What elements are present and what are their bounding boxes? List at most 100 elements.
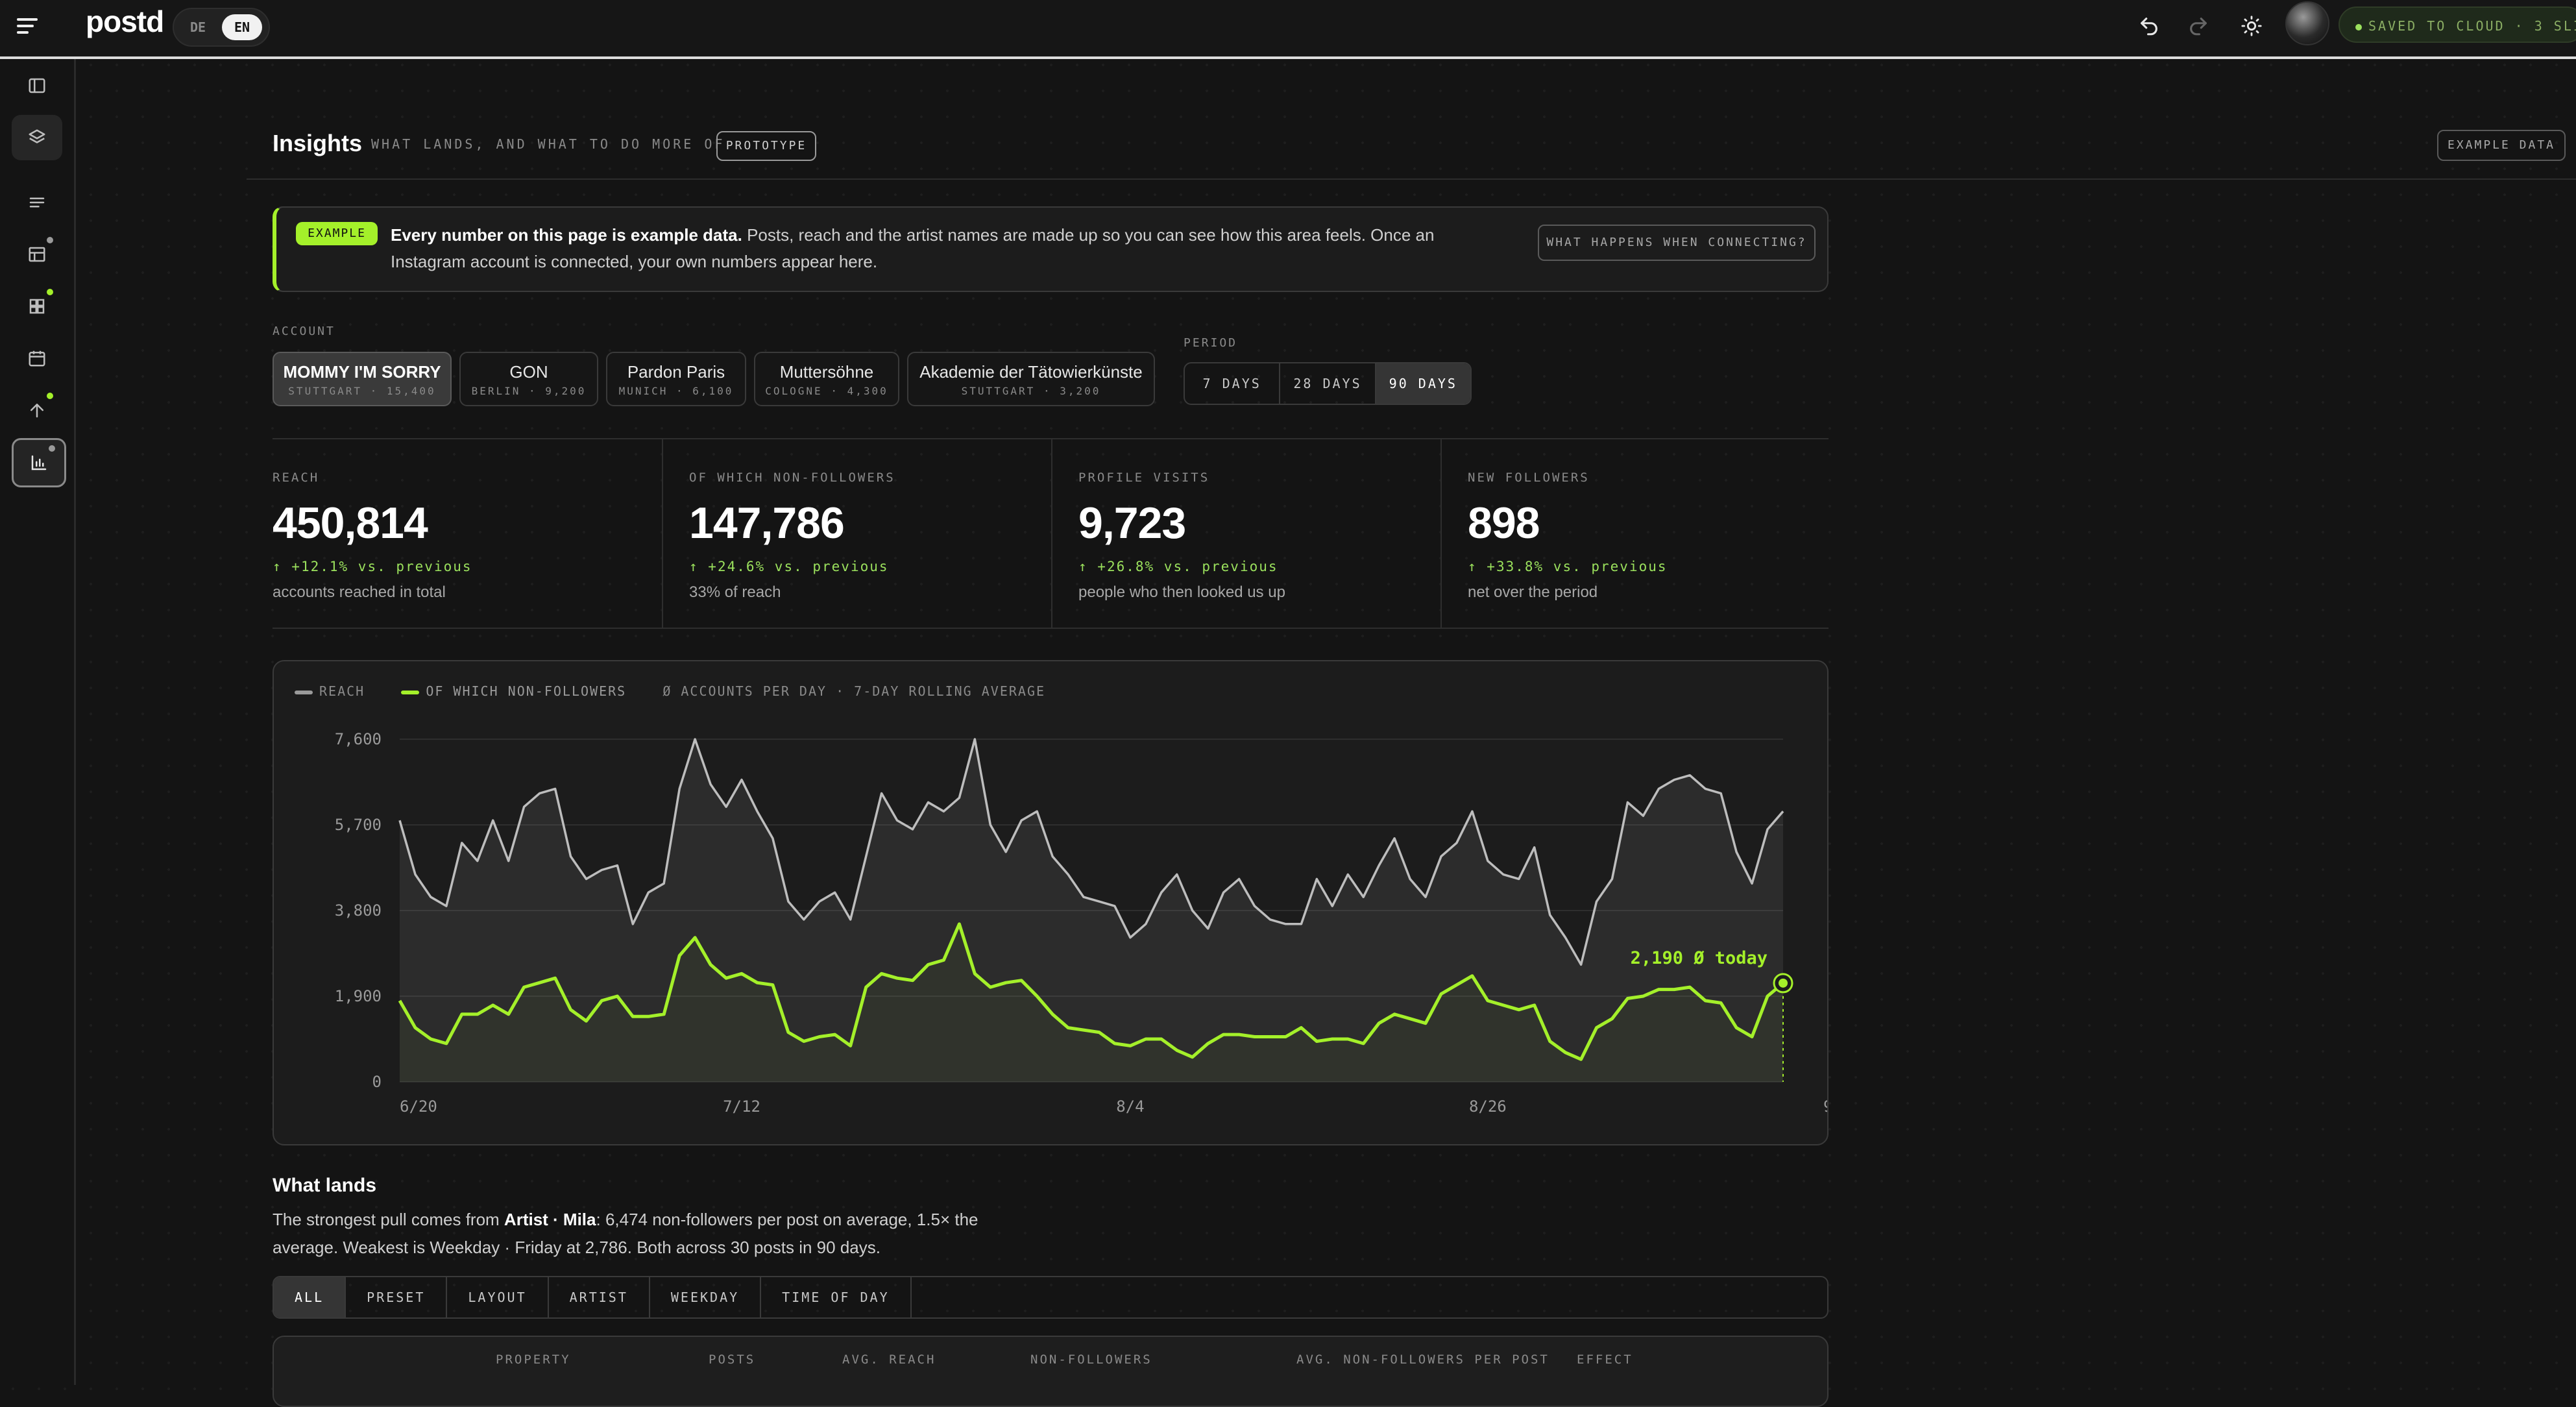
reach-chart-card: REACH OF WHICH NON-FOLLOWERS Ø ACCOUNTS … bbox=[273, 660, 1829, 1145]
today-marker-dot bbox=[1779, 978, 1788, 988]
y-tick-label: 3,800 bbox=[335, 901, 382, 920]
y-tick-label: 0 bbox=[372, 1073, 382, 1091]
lang-en-button[interactable]: EN bbox=[222, 14, 262, 40]
sidebar-panel-toggle[interactable] bbox=[12, 63, 62, 108]
sidebar-item-insights[interactable] bbox=[12, 438, 66, 487]
summary-post: : 6,474 non-followers per post on averag… bbox=[273, 1210, 978, 1257]
period-selector: 7 DAYS 28 DAYS 90 DAYS bbox=[1184, 362, 1472, 405]
legend-swatch-non-followers bbox=[401, 690, 420, 694]
stat-delta: ↑ +24.6% vs. previous bbox=[689, 559, 889, 574]
summary-pre: The strongest pull comes from bbox=[273, 1210, 504, 1229]
app-logo: postd bbox=[86, 5, 164, 38]
sidebar-item-text[interactable] bbox=[12, 180, 62, 225]
menu-icon[interactable] bbox=[17, 18, 38, 38]
filter-weekday[interactable]: WEEKDAY bbox=[650, 1277, 762, 1317]
filter-artist[interactable]: ARTIST bbox=[549, 1277, 650, 1317]
stat-sub: people who then looked us up bbox=[1078, 583, 1285, 601]
sidebar-item-calendar[interactable] bbox=[12, 336, 62, 381]
example-data-button[interactable]: EXAMPLE DATA bbox=[2437, 130, 2566, 161]
stat-delta: ↑ +33.8% vs. previous bbox=[1468, 559, 1668, 574]
arrow-up-icon: ↑ bbox=[1078, 559, 1098, 574]
stat-sub: 33% of reach bbox=[689, 583, 781, 601]
column-header-effect[interactable]: EFFECT bbox=[1577, 1352, 1633, 1367]
column-header-avg-reach[interactable]: AVG. REACH bbox=[842, 1352, 936, 1367]
stat-label: REACH bbox=[273, 471, 320, 485]
notification-dot bbox=[47, 237, 53, 243]
account-name: MOMMY I'M SORRY bbox=[283, 362, 441, 382]
filter-all[interactable]: ALL bbox=[274, 1277, 346, 1317]
period-90-days[interactable]: 90 DAYS bbox=[1376, 363, 1470, 404]
stats-top-divider bbox=[273, 438, 1829, 439]
x-tick-label: 7/12 bbox=[723, 1097, 760, 1116]
stat-value: 9,723 bbox=[1078, 498, 1186, 548]
period-28-days[interactable]: 28 DAYS bbox=[1280, 363, 1376, 404]
sidebar-item-table[interactable] bbox=[12, 232, 62, 277]
language-switch: DE EN bbox=[173, 8, 270, 47]
stat-sub: net over the period bbox=[1468, 583, 1598, 601]
x-tick-label: 8/26 bbox=[1469, 1097, 1507, 1116]
account-label: ACCOUNT bbox=[273, 324, 335, 338]
prototype-badge: PROTOTYPE bbox=[716, 131, 816, 161]
account-name: Muttersöhne bbox=[779, 362, 874, 382]
account-name: GON bbox=[509, 362, 548, 382]
sidebar bbox=[0, 59, 76, 1385]
connecting-info-button[interactable]: WHAT HAPPENS WHEN CONNECTING? bbox=[1538, 225, 1816, 261]
column-header-property[interactable]: PROPERTY bbox=[496, 1352, 571, 1367]
account-mommy-im-sorry[interactable]: MOMMY I'M SORRY STUTTGART · 15,400 bbox=[273, 352, 452, 406]
stat-delta-text: +24.6% vs. previous bbox=[708, 559, 889, 574]
account-akademie[interactable]: Akademie der Tätowierkünste STUTTGART · … bbox=[907, 352, 1155, 406]
x-tick-label: 6/20 bbox=[400, 1097, 437, 1116]
stat-delta-text: +33.8% vs. previous bbox=[1487, 559, 1668, 574]
filter-layout[interactable]: LAYOUT bbox=[447, 1277, 549, 1317]
today-annotation: 2,190 Ø today bbox=[1631, 948, 1768, 968]
what-lands-summary: The strongest pull comes from Artist · M… bbox=[273, 1206, 1025, 1262]
table-icon bbox=[29, 247, 45, 262]
undo-icon[interactable] bbox=[2132, 9, 2166, 43]
stat-label: NEW FOLLOWERS bbox=[1468, 471, 1590, 485]
account-gon[interactable]: GON BERLIN · 9,200 bbox=[459, 352, 598, 406]
panel-icon bbox=[29, 78, 45, 93]
sun-icon[interactable] bbox=[2235, 9, 2268, 43]
account-meta: STUTTGART · 15,400 bbox=[288, 385, 436, 397]
column-header-non-followers[interactable]: NON-FOLLOWERS bbox=[1030, 1352, 1152, 1367]
period-label: PERIOD bbox=[1184, 336, 1238, 350]
column-header-posts[interactable]: POSTS bbox=[709, 1352, 756, 1367]
layers-icon bbox=[29, 129, 45, 143]
example-tag: EXAMPLE bbox=[296, 222, 378, 245]
stat-divider bbox=[1440, 439, 1442, 628]
top-bar: postd DE EN SAVED TO CLOUD · 3 SLIDES bbox=[0, 0, 2576, 59]
lang-de-button[interactable]: DE bbox=[189, 19, 206, 35]
account-meta: COLOGNE · 4,300 bbox=[765, 385, 888, 397]
redo-icon[interactable] bbox=[2181, 9, 2215, 43]
sidebar-item-layers[interactable] bbox=[12, 115, 62, 160]
legend-reach: REACH bbox=[319, 683, 365, 699]
account-meta: STUTTGART · 3,200 bbox=[961, 385, 1101, 397]
account-meta: MUNICH · 6,100 bbox=[618, 385, 734, 397]
banner-body: Posts, reach and the artist names are ma… bbox=[391, 225, 1435, 271]
y-tick-label: 5,700 bbox=[335, 816, 382, 834]
x-tick-label: 8/4 bbox=[1116, 1097, 1144, 1116]
stat-delta-text: +26.8% vs. previous bbox=[1097, 559, 1278, 574]
sidebar-item-upload[interactable] bbox=[12, 387, 62, 433]
avatar[interactable] bbox=[2285, 1, 2329, 45]
stat-divider bbox=[662, 439, 663, 628]
stat-value: 450,814 bbox=[273, 498, 428, 548]
lines-icon bbox=[29, 197, 45, 208]
stat-delta: ↑ +26.8% vs. previous bbox=[1078, 559, 1278, 574]
reach-line bbox=[398, 738, 1784, 966]
page-title: Insights bbox=[273, 130, 363, 156]
period-7-days[interactable]: 7 DAYS bbox=[1185, 363, 1281, 404]
reach-area bbox=[400, 739, 1783, 1082]
column-header-avg-non-followers[interactable]: AVG. NON-FOLLOWERS PER POST bbox=[1296, 1352, 1549, 1367]
filter-time-of-day[interactable]: TIME OF DAY bbox=[761, 1277, 912, 1317]
property-filter-tabs: ALL PRESET LAYOUT ARTIST WEEKDAY TIME OF… bbox=[273, 1276, 1829, 1319]
notification-dot bbox=[47, 289, 53, 295]
calendar-icon bbox=[29, 350, 45, 367]
y-tick-label: 7,600 bbox=[335, 730, 382, 748]
summary-highlight: Artist · Mila bbox=[504, 1210, 596, 1229]
account-pardon-paris[interactable]: Pardon Paris MUNICH · 6,100 bbox=[606, 352, 746, 406]
sidebar-item-grid[interactable] bbox=[12, 284, 62, 329]
account-meta: BERLIN · 9,200 bbox=[471, 385, 587, 397]
account-muttersoehne[interactable]: Muttersöhne COLOGNE · 4,300 bbox=[754, 352, 899, 406]
filter-preset[interactable]: PRESET bbox=[346, 1277, 448, 1317]
